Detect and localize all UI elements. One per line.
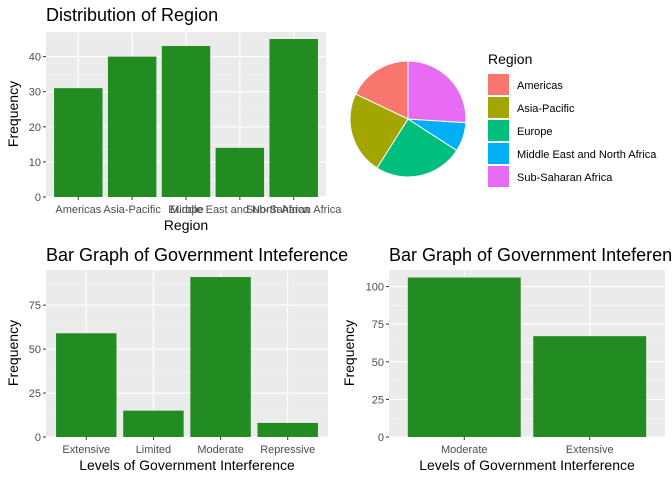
- y-tick-label: 75: [29, 300, 41, 312]
- y-tick-label: 30: [29, 87, 41, 99]
- y-tick-label: 40: [29, 52, 41, 64]
- pie-slice-europe: [376, 118, 458, 178]
- bar-europe: [161, 46, 211, 197]
- y-tick-label: 0: [378, 432, 384, 444]
- x-tick-label: Europe: [168, 204, 203, 216]
- chart-title: Bar Graph of Government Inteference: [389, 245, 672, 265]
- x-axis-title: Levels of Government Interference: [419, 457, 635, 473]
- legend-swatch: [488, 166, 509, 187]
- y-tick-label: 0: [35, 432, 41, 444]
- x-tick-label: Sub-Saharan Africa: [246, 204, 342, 216]
- legend-label: Europe: [517, 126, 552, 138]
- y-axis-title: Frequency: [5, 81, 21, 147]
- pie-slice-sub-saharan-africa: [407, 60, 467, 124]
- x-tick-label: Extensive: [566, 444, 614, 456]
- bar-moderate: [407, 277, 521, 437]
- bar-extensive: [533, 336, 647, 437]
- bar-middle-east-and-north-africa: [215, 147, 265, 197]
- region-bar-chart: Distribution of Region 0 10 20 30 40 America…: [5, 5, 342, 233]
- y-axis-title: Frequency: [5, 320, 21, 386]
- x-tick-label: Asia-Pacific: [103, 204, 161, 216]
- x-tick-label: Extensive: [62, 444, 110, 456]
- bar-sub-saharan-africa: [269, 39, 318, 198]
- x-tick-label: Moderate: [197, 444, 243, 456]
- bar-extensive: [56, 333, 117, 437]
- legend-swatch: [488, 143, 509, 164]
- y-tick-label: 75: [372, 319, 384, 331]
- pie-slice-asia-pacific: [349, 93, 409, 169]
- x-tick-label: Moderate: [441, 444, 487, 456]
- chart-title: Bar Graph of Government Inteference: [46, 245, 348, 265]
- pie-slice-americas: [354, 60, 409, 120]
- x-tick-label: Middle East and North Africa: [170, 204, 310, 216]
- x-tick-label: Limited: [136, 444, 171, 456]
- bar-americas: [54, 88, 103, 197]
- legend-label: Asia-Pacific: [517, 103, 575, 115]
- legend-swatch: [488, 74, 509, 95]
- x-tick-label: Americas: [55, 204, 101, 216]
- y-tick-label: 100: [366, 282, 384, 294]
- legend: Americas Asia-Pacific Europe Middle East an…: [488, 74, 657, 187]
- legend-label: Middle East and North Africa: [517, 149, 657, 161]
- bar-repressive: [257, 422, 318, 437]
- legend-title: Region: [488, 51, 532, 67]
- y-tick-label: 25: [29, 388, 41, 400]
- x-axis-title: Region: [164, 217, 208, 233]
- x-tick-label: Repressive: [260, 444, 315, 456]
- legend-swatch: [488, 97, 509, 118]
- legend-label: Americas: [517, 80, 563, 92]
- chart-title: Distribution of Region: [46, 5, 218, 25]
- gov-interference-bar-chart-2: Bar Graph of Government Inteference 0 25 5…: [341, 245, 672, 473]
- y-tick-label: 50: [372, 357, 384, 369]
- y-tick-label: 0: [35, 192, 41, 204]
- y-axis-title: Frequency: [341, 320, 357, 386]
- gov-interference-bar-chart-4: Bar Graph of Government Inteference 0 25 5…: [5, 245, 348, 473]
- y-tick-label: 20: [29, 122, 41, 134]
- bar-moderate: [190, 277, 251, 437]
- y-tick-label: 50: [29, 344, 41, 356]
- region-pie-chart: Region Americas Asia-Pacific Europe Middle …: [349, 51, 657, 187]
- bar-asia-pacific: [107, 56, 157, 198]
- y-tick-label: 25: [372, 394, 384, 406]
- x-axis-title: Levels of Government Interference: [79, 457, 295, 473]
- legend-swatch: [488, 120, 509, 141]
- bar-limited: [123, 410, 184, 437]
- y-tick-label: 10: [29, 157, 41, 169]
- legend-label: Sub-Saharan Africa: [517, 172, 613, 184]
